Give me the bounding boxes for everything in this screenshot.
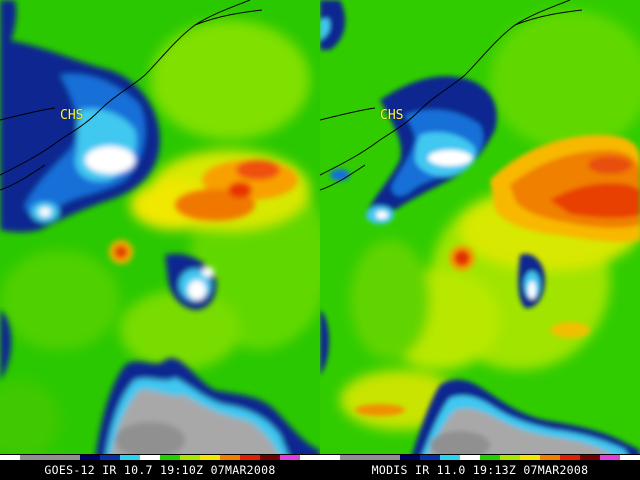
- temperature-colorbar: [0, 455, 320, 461]
- modis-ir-panel: CHS MODIS IR 11.0 19:13Z 07MAR2008: [320, 0, 640, 480]
- temperature-colorbar: [320, 455, 640, 461]
- caption-bar: [0, 460, 320, 480]
- goes-ir-image: [0, 0, 320, 461]
- caption-bar: [320, 460, 640, 480]
- station-label-chs: CHS: [380, 108, 404, 123]
- panel-caption: GOES-12 IR 10.7 19:10Z 07MAR2008: [44, 463, 276, 477]
- station-label-chs: CHS: [60, 108, 84, 123]
- goes-ir-panel: CHS GOES-12 IR 10.7 19:10Z 07MAR2008: [0, 0, 320, 480]
- panel-caption: MODIS IR 11.0 19:13Z 07MAR2008: [371, 463, 589, 477]
- modis-ir-image: [320, 0, 640, 461]
